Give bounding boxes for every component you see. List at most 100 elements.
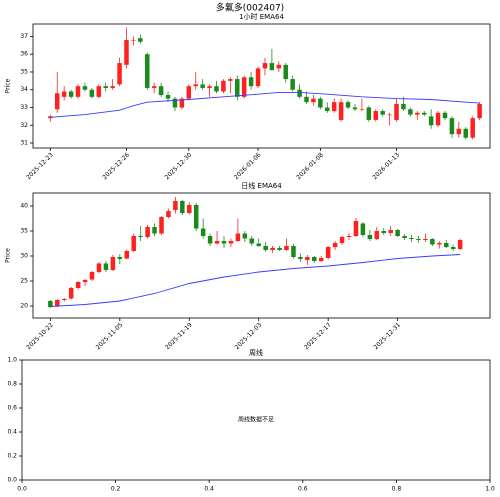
candle-body	[443, 243, 449, 247]
x-tick-label: 2025-12-31	[372, 321, 402, 351]
candle-body	[214, 241, 220, 244]
candle-body	[291, 246, 296, 257]
x-tick-label: 2025-12-26	[101, 151, 131, 181]
x-tick-label: 2025-12-17	[303, 321, 333, 351]
candle-body	[388, 230, 393, 233]
candle-body	[221, 241, 227, 244]
candle-body	[297, 89, 302, 97]
candle-body	[409, 238, 414, 239]
y-tick-label: 33	[20, 104, 28, 111]
y-tick-label: 32	[20, 122, 28, 129]
x-tick-label: 2026-01-13	[371, 151, 401, 181]
candle-body	[179, 98, 185, 108]
candle-body	[401, 103, 406, 110]
candle-body	[54, 93, 60, 110]
axes-frame	[32, 23, 491, 149]
candle-body	[284, 246, 289, 250]
candle-body	[381, 231, 386, 233]
x-tick-label: 2025-11-05	[95, 321, 125, 351]
candle-body	[394, 103, 399, 120]
y-tick-label: 0.2	[7, 453, 17, 460]
x-tick-label: 0.0	[17, 486, 27, 493]
candle-body	[449, 118, 455, 135]
y-tick-label: 35	[20, 68, 28, 75]
candle-body	[366, 107, 372, 120]
candle-body	[345, 102, 351, 108]
candle-body	[269, 63, 275, 71]
candle-body	[96, 263, 102, 272]
candle-body	[214, 86, 219, 92]
x-tick-label: 0.4	[204, 486, 214, 493]
y-axis-label: Price	[5, 78, 12, 93]
candle-body	[249, 238, 255, 244]
y-tick-label: 30	[20, 253, 28, 260]
candle-body	[117, 63, 122, 85]
candle-body	[172, 98, 178, 108]
candle-body	[235, 79, 240, 97]
x-tick-label: 1.0	[485, 486, 495, 493]
candle-body	[235, 233, 241, 241]
candle-body	[68, 288, 74, 299]
candle-body	[318, 98, 323, 108]
y-tick-label: 36	[20, 51, 28, 58]
x-tick-label: 2025-12-23	[25, 151, 55, 181]
y-tick-label: 0.6	[7, 405, 17, 412]
figure-title: 多氟多(002407)	[216, 2, 284, 14]
x-tick-label: 2025-12-03	[234, 321, 264, 351]
y-tick-label: 31	[20, 140, 28, 147]
candle-body	[96, 86, 102, 97]
ema-line	[50, 91, 480, 118]
y-tick-label: 25	[20, 278, 28, 285]
candle-body	[228, 79, 233, 81]
candle-body	[117, 257, 123, 259]
candle-body	[352, 107, 358, 110]
candle-body	[423, 239, 428, 240]
candle-body	[200, 84, 205, 88]
candle-body	[416, 239, 421, 240]
candle-body	[75, 86, 81, 97]
candle-body	[248, 77, 254, 87]
y-tick-label: 37	[20, 33, 28, 40]
candle-body	[359, 109, 365, 110]
candle-body	[456, 128, 462, 135]
candle-body	[437, 243, 442, 245]
candle-body	[110, 86, 115, 88]
candle-body	[207, 86, 212, 88]
candle-body	[298, 257, 303, 259]
candle-body	[221, 80, 226, 92]
candle-body	[103, 263, 109, 270]
candle-body	[339, 237, 345, 243]
candle-body	[428, 116, 434, 126]
axes-frame	[32, 192, 491, 319]
candle-body	[457, 240, 463, 249]
candle-body	[270, 248, 275, 250]
candle-body	[145, 227, 150, 237]
candle-body	[276, 64, 282, 69]
candle-body	[263, 246, 268, 250]
candle-body	[332, 243, 338, 247]
candle-body	[325, 247, 331, 258]
candle-body	[131, 39, 136, 41]
candle-body	[470, 118, 475, 138]
y-tick-label: 0.4	[7, 429, 17, 436]
y-axis-label: Price	[5, 248, 12, 263]
candle-body	[193, 205, 199, 229]
y-tick-label: 0.0	[7, 477, 17, 484]
candle-body	[415, 112, 420, 115]
candle-body	[131, 236, 136, 251]
candle-body	[110, 257, 116, 270]
candle-body	[55, 300, 60, 307]
candle-body	[158, 86, 164, 96]
x-tick-label: 0.2	[111, 486, 121, 493]
x-tick-label: 2025-10-22	[25, 321, 55, 351]
candle-body	[283, 64, 288, 80]
candle-body	[151, 86, 157, 88]
candle-body	[200, 228, 206, 236]
candle-body	[82, 86, 88, 90]
candle-body	[124, 39, 129, 65]
candle-body	[311, 98, 316, 103]
x-tick-label: 0.8	[392, 486, 402, 493]
x-tick-label: 2025-11-19	[164, 321, 194, 351]
x-tick-label: 2026-01-06	[233, 151, 263, 181]
